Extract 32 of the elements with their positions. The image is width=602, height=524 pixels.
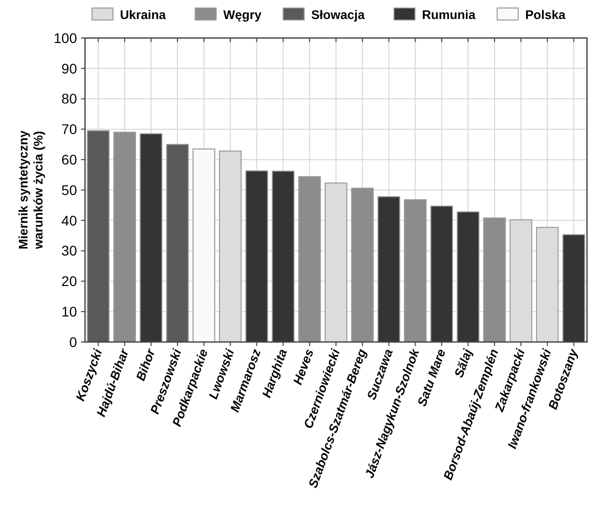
legend-label: Słowacja	[311, 8, 366, 22]
y-tick-label: 0	[69, 334, 78, 350]
bar	[140, 133, 162, 342]
legend-label: Polska	[525, 8, 567, 22]
legend-label: Rumunia	[422, 8, 477, 22]
bar	[272, 170, 294, 342]
bar	[113, 132, 136, 342]
bar	[404, 199, 427, 342]
y-tick-label: 70	[61, 121, 78, 138]
y-tick-label: 40	[61, 212, 78, 228]
y-tick-label: 60	[61, 152, 78, 168]
y-axis-title: Miernik syntetyczny warunków życia (%)	[16, 130, 46, 250]
bar	[166, 144, 189, 342]
y-tick-label: 80	[61, 90, 78, 107]
bar	[298, 176, 321, 342]
bar	[86, 130, 110, 342]
y-tick-label: 50	[61, 182, 78, 198]
y-tick-label: 20	[61, 273, 78, 290]
y-tick-label: 30	[61, 242, 78, 259]
y-tick-label: 10	[61, 304, 78, 320]
bar	[562, 234, 586, 342]
bar	[483, 217, 506, 342]
bar	[378, 196, 400, 342]
bar	[351, 188, 374, 342]
legend-label: Ukraina	[120, 8, 167, 22]
bar	[456, 211, 480, 342]
bar	[245, 170, 268, 342]
bar	[430, 206, 454, 342]
bar	[192, 148, 216, 342]
y-tick-label: 90	[61, 60, 78, 76]
y-tick-label: 100	[54, 30, 78, 46]
legend-label: Węgry	[223, 8, 262, 22]
